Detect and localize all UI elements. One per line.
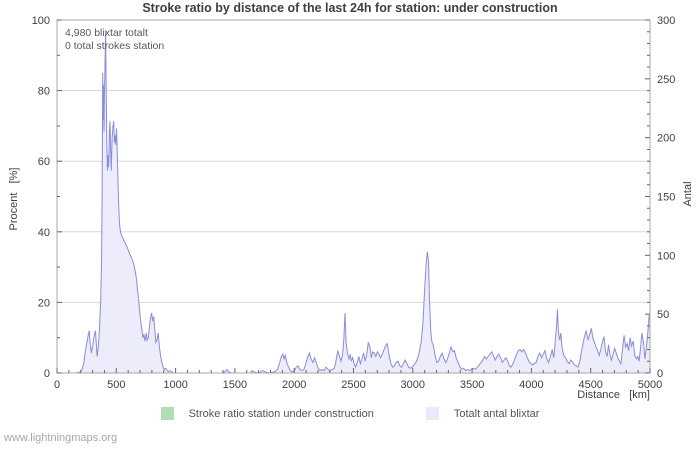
x-axis-title: Distance [km] — [577, 389, 650, 401]
annotation-block: 4,980 blixtar totalt 0 total strokes sta… — [65, 27, 164, 53]
y-right-tick-label: 200 — [657, 133, 675, 145]
y-right-tick-label: 100 — [657, 250, 675, 262]
legend-item-stroke-ratio: Stroke ratio station under construction — [160, 407, 374, 420]
x-tick-label: 2000 — [282, 379, 306, 391]
x-tick-label: 1000 — [163, 379, 187, 391]
x-tick-label: 4500 — [578, 379, 602, 391]
y-left-tick-label: 100 — [32, 15, 50, 27]
x-tick-label: 1500 — [223, 379, 247, 391]
gridlines — [57, 19, 650, 303]
x-tick-label: 4000 — [519, 379, 543, 391]
y-left-tick-label: 80 — [38, 86, 50, 98]
y-left-tick-label: 60 — [38, 156, 50, 168]
plot-border — [56, 19, 651, 374]
y-right-tick-label: 150 — [657, 192, 675, 204]
x-tick-label: 0 — [54, 379, 60, 391]
x-tick-label: 3000 — [401, 379, 425, 391]
y-right-tick-label: 0 — [657, 368, 663, 380]
axis-ticks — [56, 19, 651, 374]
legend-label-stroke-ratio: Stroke ratio station under construction — [188, 407, 374, 420]
y-left-tick-label: 40 — [38, 227, 50, 239]
annotation-total-strokes: 4,980 blixtar totalt — [65, 27, 148, 39]
y-right-tick-label: 300 — [657, 15, 675, 27]
x-tick-label: 3500 — [460, 379, 484, 391]
y-axis-right-title: Antal — [682, 181, 694, 207]
legend-item-total-blixtar: Totalt antal blixtar — [425, 407, 540, 420]
y-right-tick-label: 250 — [657, 74, 675, 86]
axis-tick-labels: 0 500 1000 1500 2000 2500 3000 3500 4000 4500 5000… — [32, 15, 676, 391]
x-tick-label: 500 — [107, 379, 125, 391]
footer-url: www.lightningmaps.org — [4, 432, 118, 444]
chart-title: Stroke ratio by distance of the last 24h… — [142, 1, 558, 15]
legend-label-total-blixtar: Totalt antal blixtar — [453, 407, 540, 420]
x-tick-label: 5000 — [638, 379, 662, 391]
y-axis-left-title: Procent [%] — [8, 167, 20, 231]
x-tick-label: 2500 — [341, 379, 365, 391]
y-left-tick-label: 20 — [38, 297, 50, 309]
annotation-station-strokes: 0 total strokes station — [65, 40, 165, 52]
legend-swatch-green — [160, 407, 174, 420]
y-left-tick-label: 0 — [44, 368, 50, 380]
legend-swatch-lavender — [425, 407, 439, 420]
series-total-blixtar — [57, 30, 651, 374]
y-right-tick-label: 50 — [657, 309, 669, 321]
chart-legend: Stroke ratio station under construction … — [0, 407, 700, 420]
